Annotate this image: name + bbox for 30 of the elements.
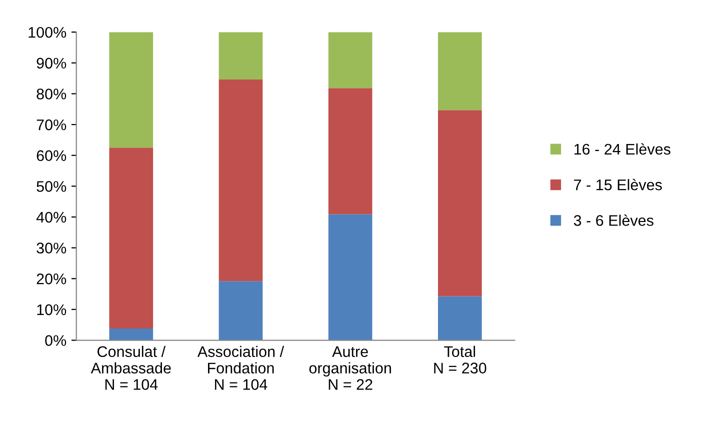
y-tick-label: 30% [36,242,66,254]
legend-label: 3 - 6 Elèves [574,214,654,226]
bar [438,32,482,110]
legend-label: 16 - 24 Elèves [574,143,670,155]
y-tick-label: 60% [36,150,66,162]
x-tick-label: Association / Fondation N = 104 [197,346,284,390]
y-tick-label: 20% [36,273,66,284]
bar [218,80,263,282]
y-tick-label: 10% [37,304,66,316]
x-tick-label: Total N = 230 [434,346,486,374]
y-tick-label: 50% [36,181,66,192]
bar [328,88,372,214]
y-tick-label: 40% [36,212,66,223]
bar [438,296,482,340]
bar [328,32,372,88]
bar [109,328,154,340]
x-tick-label: Consulat / Ambassade N = 104 [90,346,171,390]
bar [438,110,482,296]
bar [109,32,154,148]
y-tick-label: 0% [45,335,66,346]
x-tick-label: Autre organisation N = 22 [309,346,391,390]
y-tick-label: 90% [36,58,66,69]
y-tick-label: 70% [36,119,66,130]
bar [109,148,154,329]
y-tick-label: 80% [36,88,66,100]
y-tick-label: 100% [28,26,66,38]
bar [328,214,372,340]
bar [218,32,263,80]
legend-label: 7 - 15 Elèves [574,178,662,190]
bar [218,281,263,340]
